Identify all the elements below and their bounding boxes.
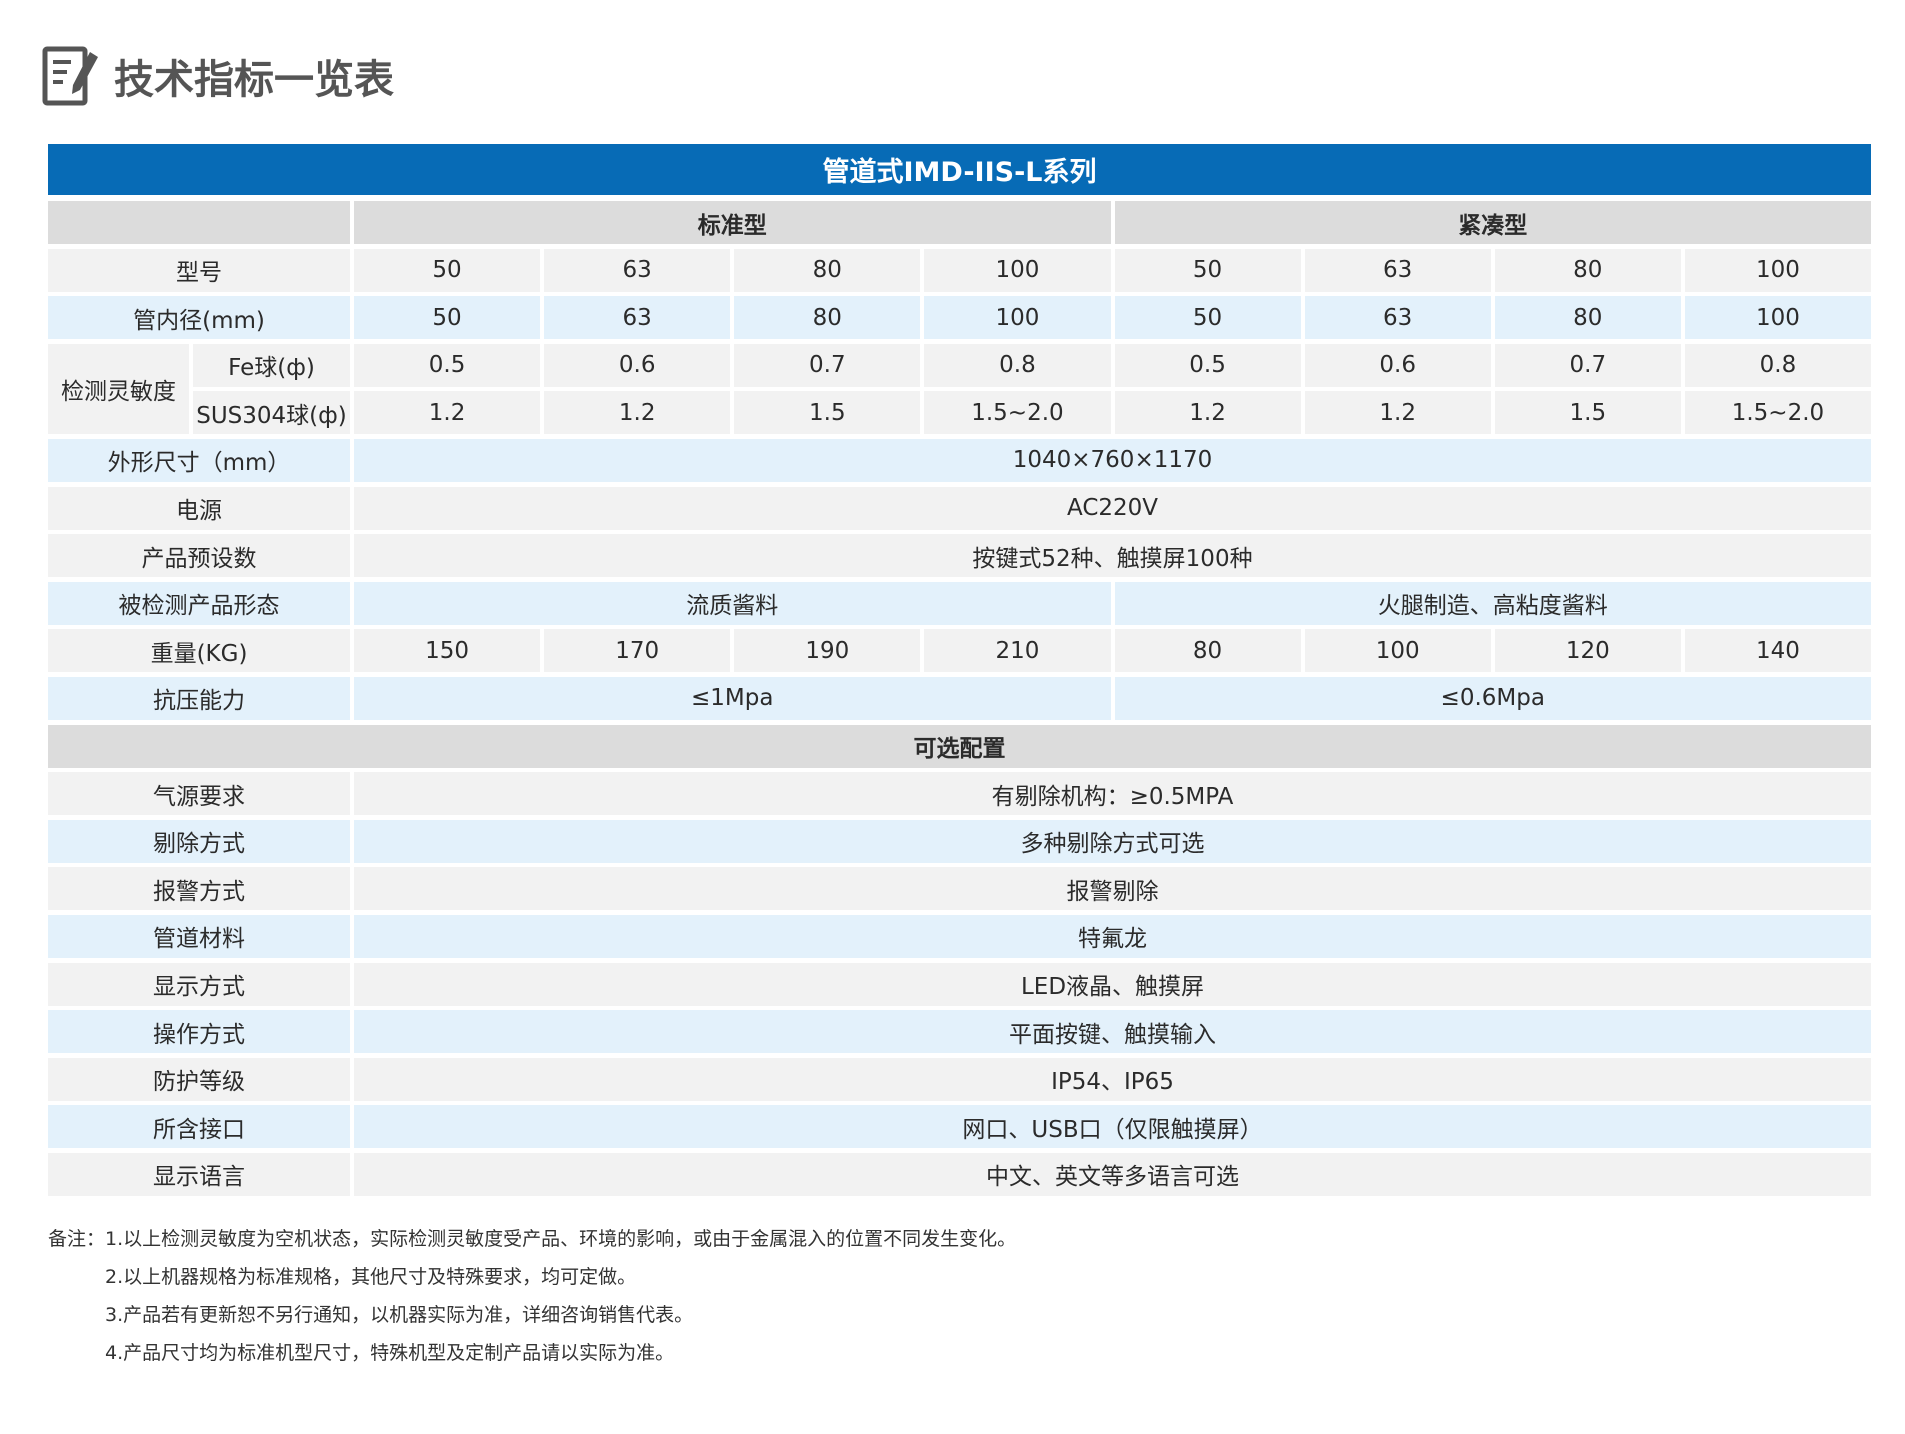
value-cell: 190 bbox=[734, 629, 921, 673]
value-cell: 0.7 bbox=[734, 343, 921, 387]
value-cell: 流质酱料 bbox=[354, 581, 1111, 625]
value-cell: 100 bbox=[1684, 296, 1871, 340]
value-cell: 210 bbox=[924, 629, 1111, 673]
notes: 备注：1.以上检测灵敏度为空机状态，实际检测灵敏度受产品、环境的影响，或由于金属… bbox=[48, 1220, 1016, 1372]
value-cell: 140 bbox=[1684, 629, 1871, 673]
value-cell: 63 bbox=[544, 296, 731, 340]
value-cell: 1.5 bbox=[1494, 391, 1681, 435]
row-label: 报警方式 bbox=[48, 867, 350, 911]
value-cell: 有剔除机构：≥0.5MPA bbox=[354, 772, 1871, 816]
sub-label: Fe球(ф) bbox=[193, 343, 350, 387]
note-3: 3.产品若有更新恕不另行通知，以机器实际为准，详细咨询销售代表。 bbox=[105, 1304, 694, 1326]
value-cell: 80 bbox=[1494, 248, 1681, 292]
row-label: 抗压能力 bbox=[48, 676, 350, 720]
value-cell: 100 bbox=[924, 248, 1111, 292]
value-cell: 0.7 bbox=[1494, 343, 1681, 387]
note-4: 4.产品尺寸均为标准机型尺寸，特殊机型及定制产品请以实际为准。 bbox=[105, 1342, 675, 1364]
row-label: 重量(KG) bbox=[48, 629, 350, 673]
sub-label: SUS304球(ф) bbox=[193, 391, 350, 435]
page-header: 技术指标一览表 bbox=[42, 46, 394, 106]
value-cell: 63 bbox=[1304, 296, 1491, 340]
value-cell: 1.5~2.0 bbox=[1684, 391, 1871, 435]
value-cell: 80 bbox=[734, 296, 921, 340]
row-label: 检测灵敏度 bbox=[48, 343, 189, 435]
value-cell: 按键式52种、触摸屏100种 bbox=[354, 534, 1871, 578]
value-cell: 50 bbox=[354, 248, 541, 292]
optional-header: 可选配置 bbox=[48, 724, 1871, 768]
value-cell: 120 bbox=[1494, 629, 1681, 673]
value-cell: 0.6 bbox=[544, 343, 731, 387]
spec-table: 标准型 紧凑型 型号 50 63 80 100 50 63 80 100 管内径(mm) 50 63 80 1… bbox=[48, 201, 1871, 1196]
value-cell: 1.2 bbox=[354, 391, 541, 435]
value-cell: 1040×760×1170 bbox=[354, 438, 1871, 482]
note-2: 2.以上机器规格为标准规格，其他尺寸及特殊要求，均可定做。 bbox=[105, 1266, 637, 1288]
value-cell: 1.2 bbox=[544, 391, 731, 435]
value-cell: 特氟龙 bbox=[354, 914, 1871, 958]
value-cell: 1.2 bbox=[1304, 391, 1491, 435]
value-cell: LED液晶、触摸屏 bbox=[354, 962, 1871, 1006]
value-cell: 1.5~2.0 bbox=[924, 391, 1111, 435]
row-label: 电源 bbox=[48, 486, 350, 530]
value-cell: 100 bbox=[1304, 629, 1491, 673]
row-label: 操作方式 bbox=[48, 1010, 350, 1054]
value-cell: 0.8 bbox=[1684, 343, 1871, 387]
value-cell: 0.6 bbox=[1304, 343, 1491, 387]
page-title: 技术指标一览表 bbox=[114, 57, 394, 103]
row-label: 气源要求 bbox=[48, 772, 350, 816]
row-label: 显示语言 bbox=[48, 1152, 350, 1196]
value-cell: 150 bbox=[354, 629, 541, 673]
value-cell: 80 bbox=[1114, 629, 1301, 673]
value-cell: AC220V bbox=[354, 486, 1871, 530]
value-cell: 80 bbox=[734, 248, 921, 292]
value-cell: 100 bbox=[924, 296, 1111, 340]
row-label: 管道材料 bbox=[48, 914, 350, 958]
row-label: 产品预设数 bbox=[48, 534, 350, 578]
value-cell: 中文、英文等多语言可选 bbox=[354, 1152, 1871, 1196]
group-header-standard: 标准型 bbox=[354, 201, 1111, 244]
row-label: 所含接口 bbox=[48, 1105, 350, 1149]
group-header-compact: 紧凑型 bbox=[1114, 201, 1871, 244]
row-label: 剔除方式 bbox=[48, 819, 350, 863]
value-cell: 1.5 bbox=[734, 391, 921, 435]
value-cell: ≤0.6Mpa bbox=[1114, 676, 1871, 720]
series-title: 管道式IMD-IIS-L系列 bbox=[48, 144, 1871, 195]
value-cell: 80 bbox=[1494, 296, 1681, 340]
value-cell: 多种剔除方式可选 bbox=[354, 819, 1871, 863]
row-label: 外形尺寸（mm） bbox=[48, 438, 350, 482]
value-cell: 170 bbox=[544, 629, 731, 673]
value-cell: 50 bbox=[354, 296, 541, 340]
header-blank bbox=[48, 201, 350, 244]
value-cell: 网口、USB口（仅限触摸屏） bbox=[354, 1105, 1871, 1149]
value-cell: 0.8 bbox=[924, 343, 1111, 387]
row-label: 管内径(mm) bbox=[48, 296, 350, 340]
value-cell: 100 bbox=[1684, 248, 1871, 292]
row-label: 被检测产品形态 bbox=[48, 581, 350, 625]
value-cell: IP54、IP65 bbox=[354, 1057, 1871, 1101]
value-cell: ≤1Mpa bbox=[354, 676, 1111, 720]
row-label: 防护等级 bbox=[48, 1057, 350, 1101]
note-1: 备注：1.以上检测灵敏度为空机状态，实际检测灵敏度受产品、环境的影响，或由于金属… bbox=[48, 1228, 1017, 1250]
value-cell: 火腿制造、高粘度酱料 bbox=[1114, 581, 1871, 625]
value-cell: 0.5 bbox=[354, 343, 541, 387]
value-cell: 50 bbox=[1114, 296, 1301, 340]
value-cell: 1.2 bbox=[1114, 391, 1301, 435]
value-cell: 0.5 bbox=[1114, 343, 1301, 387]
value-cell: 平面按键、触摸输入 bbox=[354, 1010, 1871, 1054]
value-cell: 63 bbox=[544, 248, 731, 292]
row-label: 型号 bbox=[48, 248, 350, 292]
value-cell: 63 bbox=[1304, 248, 1491, 292]
value-cell: 报警剔除 bbox=[354, 867, 1871, 911]
edit-document-icon bbox=[42, 46, 98, 106]
row-label: 显示方式 bbox=[48, 962, 350, 1006]
value-cell: 50 bbox=[1114, 248, 1301, 292]
